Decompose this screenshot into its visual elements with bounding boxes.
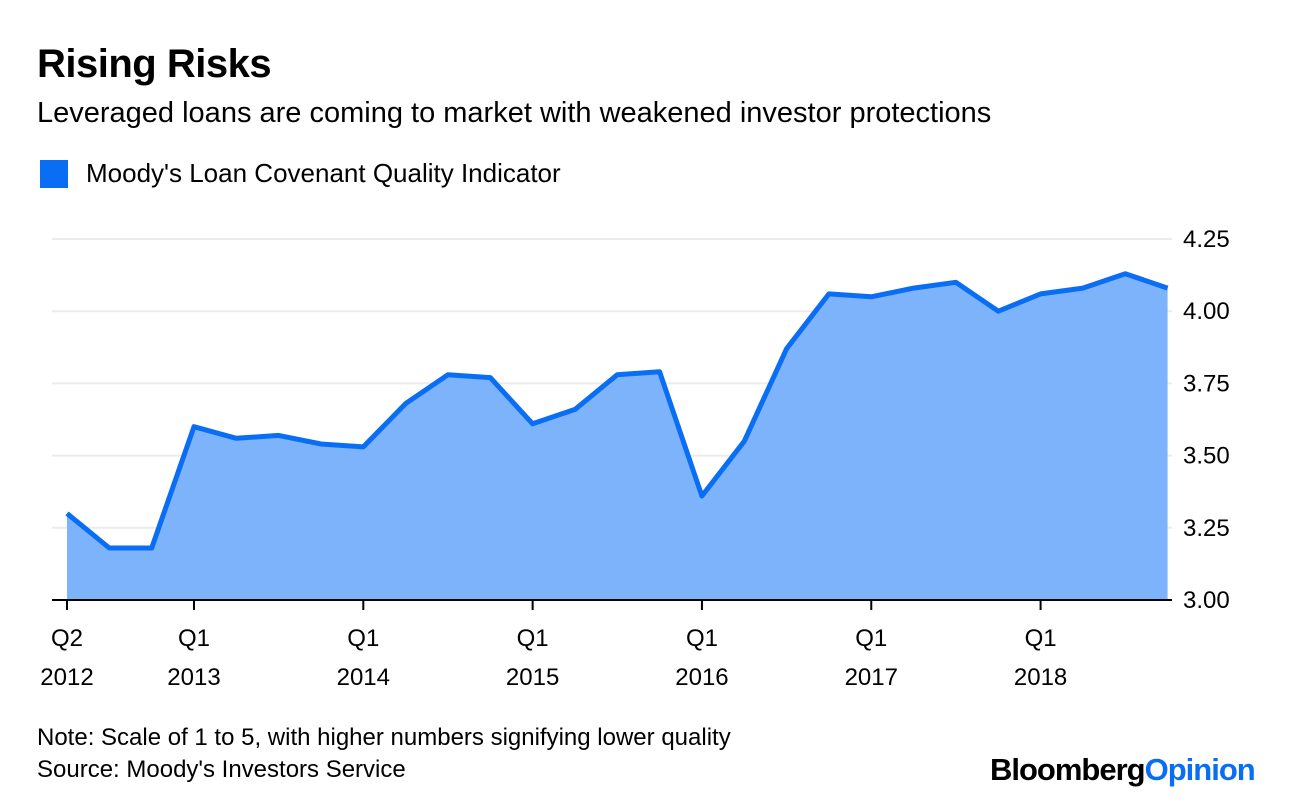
- legend-swatch: [40, 159, 68, 188]
- footnotes: Note: Scale of 1 to 5, with higher numbe…: [37, 722, 731, 786]
- x-tick-year: 2018: [1014, 664, 1067, 691]
- area-fill: [67, 273, 1168, 600]
- bloomberg-opinion-logo: BloombergOpinion: [990, 752, 1256, 788]
- source-text: Source: Moody's Investors Service: [37, 756, 406, 783]
- y-tick-label: 3.25: [1183, 515, 1230, 542]
- y-tick-label: 3.00: [1183, 587, 1230, 614]
- x-tick-year: 2015: [506, 664, 559, 691]
- x-tick-label: Q1: [686, 625, 718, 652]
- x-tick-label: Q2: [51, 625, 83, 652]
- chart-title: Rising Risks: [37, 42, 272, 86]
- legend-label: Moody's Loan Covenant Quality Indicator: [86, 158, 561, 188]
- x-tick-year: 2017: [845, 664, 898, 691]
- x-tick-label: Q1: [517, 625, 549, 652]
- x-tick-year: 2016: [675, 664, 728, 691]
- x-tick-label: Q1: [178, 625, 210, 652]
- note-text: Note: Scale of 1 to 5, with higher numbe…: [37, 724, 731, 751]
- chart-subtitle: Leveraged loans are coming to market wit…: [37, 97, 992, 129]
- x-tick-label: Q1: [855, 625, 887, 652]
- x-tick-year: 2014: [337, 664, 390, 691]
- x-tick-label: Q1: [347, 625, 379, 652]
- y-tick-label: 3.50: [1183, 443, 1230, 470]
- y-tick-label: 3.75: [1183, 370, 1230, 397]
- logo-bloomberg: Bloomberg: [990, 752, 1146, 787]
- logo-opinion: Opinion: [1144, 752, 1256, 787]
- x-tick-label: Q1: [1025, 625, 1057, 652]
- x-tick-year: 2012: [40, 664, 93, 691]
- x-tick-year: 2013: [167, 664, 220, 691]
- y-tick-label: 4.00: [1183, 298, 1230, 325]
- legend: Moody's Loan Covenant Quality Indicator: [40, 158, 561, 189]
- y-tick-label: 4.25: [1183, 226, 1230, 253]
